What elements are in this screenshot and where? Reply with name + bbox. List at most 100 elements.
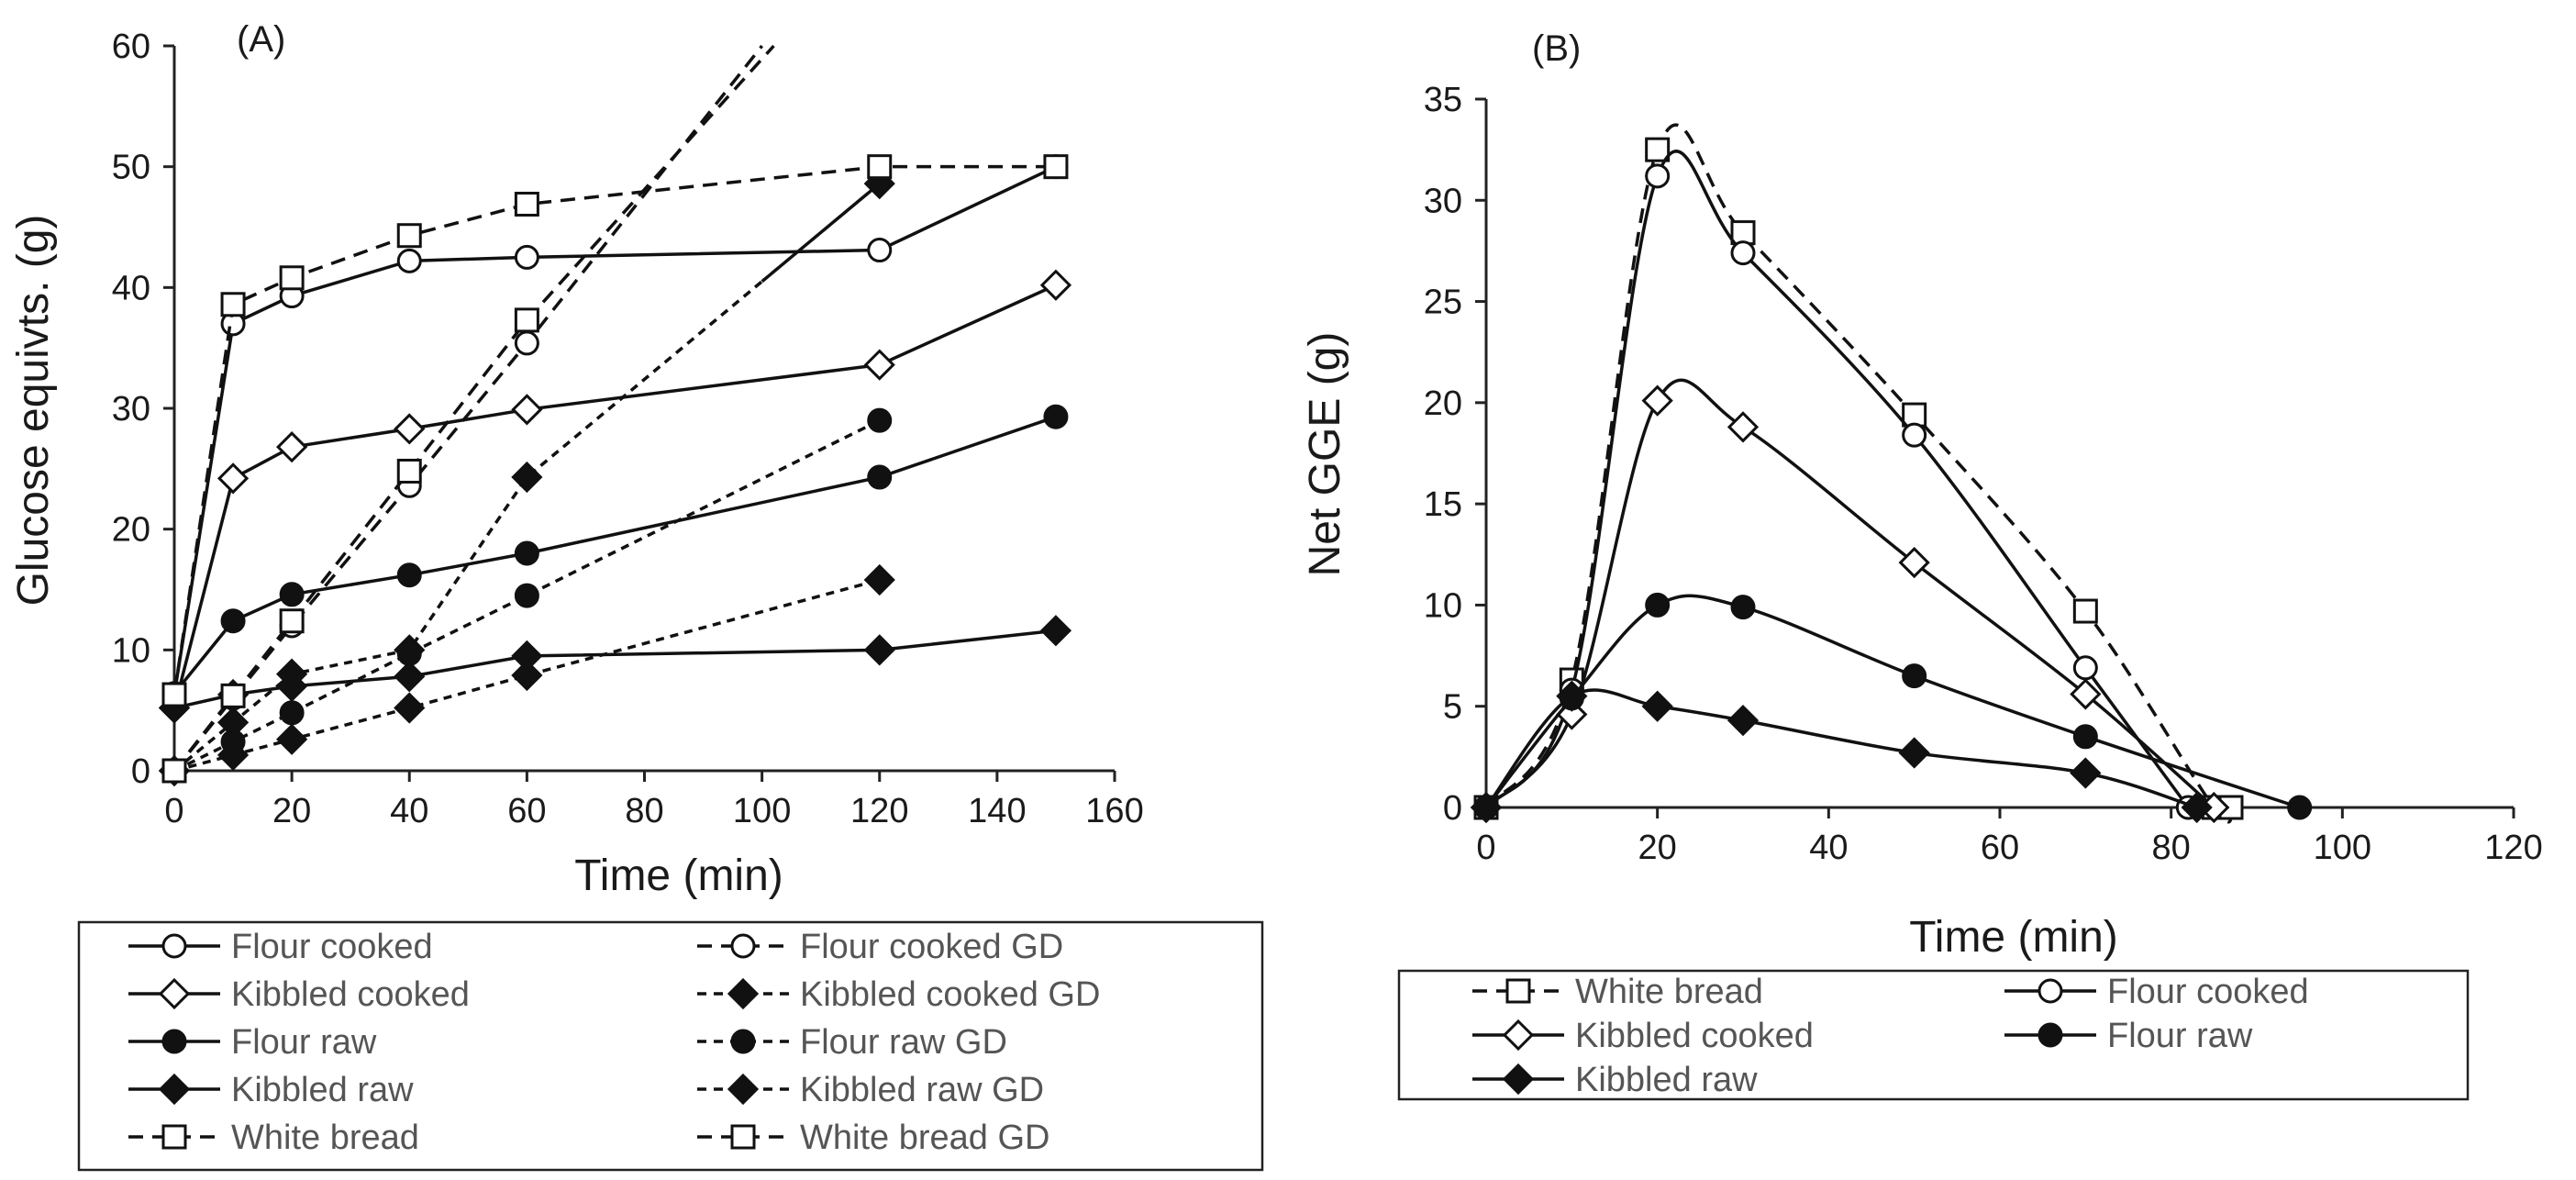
- panel-b-legend-item-flour-cooked: Flour cooked: [2004, 973, 2309, 1011]
- panel-b-series-white-bread: [1473, 123, 2244, 824]
- panel-b-x-tick-label: 20: [1638, 829, 1677, 867]
- panel-b-point-kibbled-raw: [1898, 737, 1930, 769]
- panel-a-line-kibbled-raw: [173, 629, 1057, 710]
- panel-b-point-white-bread: [1730, 220, 1756, 246]
- panel-a-point-flour-cooked: [867, 238, 893, 263]
- panel-a-title: (A): [237, 19, 285, 60]
- panel-b-y-tick-label: 35: [1424, 81, 1462, 119]
- panel-b-point-kibbled-raw: [1727, 705, 1760, 737]
- panel-a-point-kibbled-raw: [394, 661, 426, 693]
- panel-b-y-tick-label: 10: [1424, 586, 1462, 625]
- panel-a-legend-item-white-bread: White bread: [128, 1119, 419, 1157]
- panel-a-legend-label: Flour cooked GD: [800, 928, 1063, 966]
- panel-a-point-white-bread-gd: [279, 608, 305, 634]
- panel-b-point-white-bread: [1645, 137, 1671, 162]
- panel-b-legend-label: Kibbled raw: [1575, 1061, 1758, 1099]
- panel-a-y-tick-label: 40: [112, 269, 150, 307]
- panel-b-point-white-bread: [1902, 402, 1927, 428]
- panel-a-legend-label: Flour cooked: [231, 928, 433, 966]
- panel-a-legend-marker: [730, 1124, 756, 1150]
- panel-b-point-flour-cooked: [1902, 422, 1927, 448]
- panel-b-legend-marker: [2037, 978, 2063, 1004]
- panel-a-legend-label: Flour raw: [231, 1023, 377, 1062]
- panel-a-point-white-bread-gd: [220, 683, 246, 708]
- panel-a-point-flour-raw-gd: [514, 583, 539, 608]
- panel-a-legend-marker: [730, 933, 756, 959]
- panel-b-point-kibbled-cooked: [1727, 411, 1760, 443]
- panel-a-y-tick-label: 50: [112, 149, 150, 187]
- panel-a-x-tick-label: 20: [272, 792, 311, 830]
- panel-a-line-flour-raw-gd: [173, 418, 881, 773]
- panel-b-point-flour-raw: [1902, 663, 1927, 689]
- panel-a-point-kibbled-raw: [863, 634, 895, 666]
- panel-b-legend-item-white-bread: White bread: [1472, 973, 1763, 1011]
- panel-b-point-kibbled-raw: [2070, 757, 2102, 789]
- panel-a-point-kibbled-raw-gd: [217, 739, 250, 772]
- panel-a-legend-item-kibbled-raw-gd: Kibbled raw GD: [697, 1071, 1044, 1109]
- panel-b-point-flour-raw: [2287, 795, 2313, 820]
- panel-b-legend-label: Flour raw: [2107, 1017, 2253, 1055]
- panel-a-point-white-bread-gd: [514, 307, 539, 333]
- panel-a-line-white-bread-gd: [172, 44, 775, 773]
- panel-a-legend-marker: [161, 1124, 187, 1150]
- panel-b-legend-label: Kibbled cooked: [1575, 1017, 1814, 1055]
- panel-b-legend-item-flour-raw: Flour raw: [2004, 1017, 2253, 1055]
- panel-a-legend-item-flour-cooked-gd: Flour cooked GD: [697, 928, 1063, 966]
- panel-a-point-kibbled-raw-gd: [394, 692, 426, 724]
- panel-a-point-white-bread-gd: [396, 458, 422, 484]
- panel-a-point-flour-cooked: [514, 244, 539, 270]
- panel-a-x-tick-label: 100: [733, 792, 791, 830]
- panel-a-legend: Flour cooked Flour cooked GD Kibbled cooke…: [77, 920, 1264, 1172]
- panel-a-point-kibbled-raw-gd: [276, 723, 308, 755]
- panel-a-point-kibbled-raw: [276, 670, 308, 702]
- panel-a-point-flour-cooked: [396, 248, 422, 273]
- panel-b-chart: (B) 0 20 40 60 80 100 120 0 5 10 15 20 25 30 35 Time (…: [1301, 28, 2543, 1101]
- panel-b-point-kibbled-cooked: [1898, 546, 1930, 579]
- panel-a-legend-marker: [161, 933, 187, 959]
- panel-a-legend-frame: [77, 920, 1264, 1172]
- panel-a-series-kibbled-cooked: [158, 269, 1072, 724]
- panel-b-series-kibbled-raw: [1470, 680, 2213, 824]
- panel-a-point-white-bread: [161, 682, 187, 707]
- panel-a-point-kibbled-cooked: [394, 413, 426, 445]
- panel-a-legend-marker: [158, 1073, 191, 1106]
- panel-b-x-tick-label: 80: [2152, 829, 2191, 867]
- panel-b-x-tick-label: 40: [1809, 829, 1848, 867]
- panel-a-point-kibbled-cooked: [511, 394, 543, 426]
- panel-b-point-kibbled-raw: [1470, 791, 1503, 824]
- panel-a-point-flour-raw: [867, 464, 893, 490]
- panel-a-series-kibbled-raw: [158, 615, 1072, 724]
- panel-b-x-tick-label: 60: [1981, 829, 2019, 867]
- panel-b-series-flour-cooked: [1473, 150, 2201, 820]
- panel-a-point-white-bread: [514, 191, 539, 217]
- panel-a-point-kibbled-raw-gd: [511, 659, 543, 692]
- panel-a-x-tick-label: 0: [164, 792, 183, 830]
- panel-b-y-tick-label: 25: [1424, 284, 1462, 322]
- panel-b-x-tick-label: 120: [2484, 829, 2542, 867]
- panel-a-point-flour-raw: [396, 562, 422, 588]
- panel-a-point-flour-cooked-gd: [514, 330, 539, 356]
- panel-a-point-flour-raw: [514, 540, 539, 566]
- panel-b-legend-label: White bread: [1575, 973, 1763, 1011]
- panel-a-point-white-bread: [220, 292, 246, 317]
- panel-a-legend-item-white-bread-gd: White bread GD: [697, 1119, 1049, 1157]
- panel-a-point-flour-raw: [279, 582, 305, 607]
- panel-b-point-flour-raw: [1730, 595, 1756, 620]
- panel-b-legend: White bread Flour cooked Kibbled cooked Flo…: [1397, 969, 2470, 1101]
- panel-b-y-tick-label: 15: [1424, 485, 1462, 524]
- panel-b-x-tick-label: 100: [2314, 829, 2371, 867]
- panel-b-point-kibbled-cooked: [1641, 384, 1673, 417]
- panel-a-y-tick-label: 30: [112, 390, 150, 429]
- panel-a-y-tick-label: 60: [112, 28, 150, 66]
- panel-b-line-kibbled-raw: [1484, 688, 2198, 809]
- panel-a-legend-item-flour-cooked: Flour cooked: [128, 928, 433, 966]
- panel-a-legend-marker: [727, 1073, 760, 1106]
- panel-b-point-white-bread: [2072, 598, 2098, 624]
- panel-a-point-kibbled-raw-gd: [863, 563, 895, 596]
- panel-a-series-white-bread: [161, 154, 1069, 707]
- panel-a-legend-item-flour-raw: Flour raw: [128, 1023, 377, 1062]
- panel-b-point-white-bread: [2218, 795, 2244, 820]
- panel-b-series-flour-raw: [1473, 592, 2313, 820]
- panel-a-y-tick-label: 0: [131, 752, 150, 791]
